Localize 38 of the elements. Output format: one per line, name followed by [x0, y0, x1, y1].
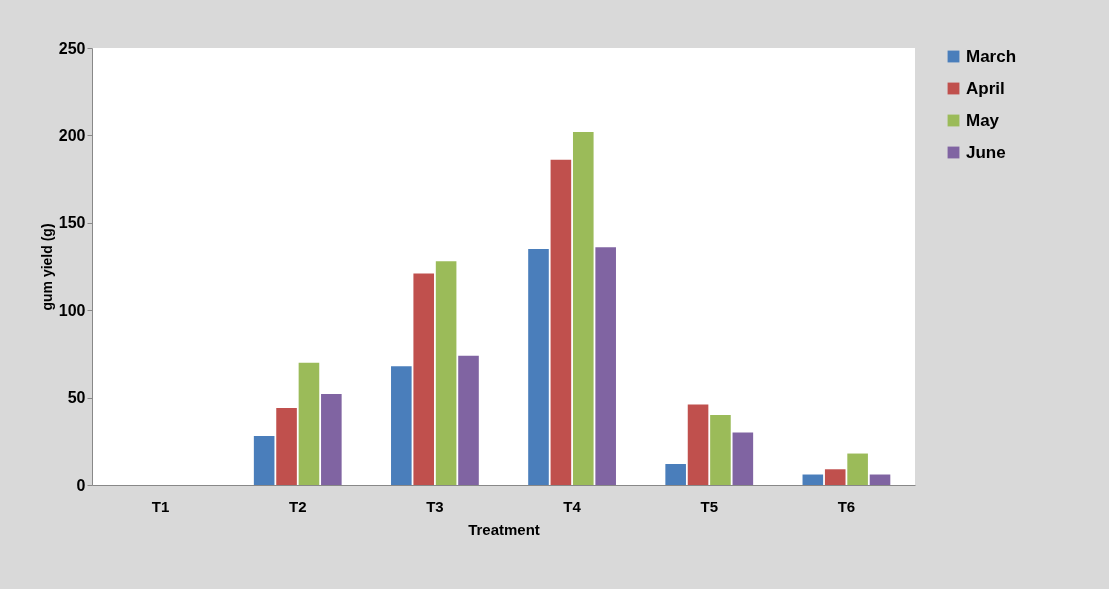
x-tick-label: T6 — [837, 497, 856, 515]
bar — [732, 432, 754, 485]
y-tick-label: 50 — [67, 389, 86, 407]
y-tick-label: 150 — [58, 214, 86, 232]
bar — [391, 366, 412, 485]
x-tick-label: T2 — [288, 497, 307, 515]
x-tick-label: T4 — [563, 497, 582, 515]
x-tick-label: T5 — [700, 497, 719, 515]
bar — [253, 436, 275, 485]
bar — [869, 474, 891, 485]
bar — [413, 273, 435, 485]
legend-label: June — [966, 142, 1006, 162]
bar — [435, 261, 457, 485]
x-tick-label: T1 — [151, 497, 170, 515]
y-tick-label: 0 — [76, 476, 86, 494]
y-tick-label: 100 — [58, 301, 86, 319]
bar — [665, 464, 686, 485]
bar — [824, 469, 846, 485]
x-axis-title: Treatment — [468, 520, 540, 538]
bar — [528, 249, 549, 485]
x-tick-label: T3 — [426, 497, 444, 515]
bar — [687, 404, 709, 485]
legend-label: May — [966, 110, 1000, 130]
bar — [550, 159, 572, 485]
bar — [847, 453, 868, 485]
bar — [321, 394, 342, 485]
bar — [298, 362, 320, 485]
legend-label: March — [966, 46, 1017, 66]
y-tick-label: 200 — [58, 126, 86, 144]
bar — [595, 247, 616, 485]
bar — [276, 408, 297, 485]
bar — [802, 474, 824, 485]
bar — [572, 131, 594, 485]
y-axis-title: gum yield (g) — [38, 223, 55, 311]
legend-label: April — [966, 78, 1005, 98]
bar — [458, 355, 479, 485]
bar — [710, 415, 731, 485]
y-tick-label: 250 — [58, 39, 86, 57]
